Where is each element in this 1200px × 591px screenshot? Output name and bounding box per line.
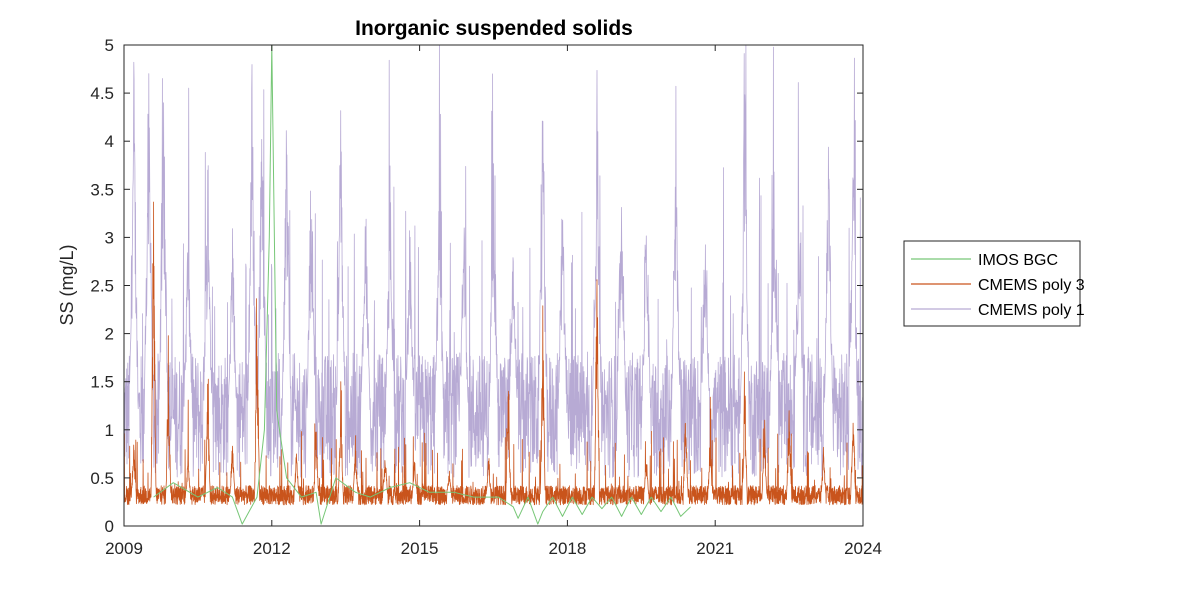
legend-label-cmems-poly-1: CMEMS poly 1 (978, 302, 1085, 319)
x-tick-label: 2024 (844, 539, 882, 558)
y-tick-label: 3.5 (90, 180, 114, 199)
ticks-layer: 0 0.5 1 1.5 2 2.5 3 3.5 4 4.5 5 2009 2012 2015 2018 202… (90, 36, 882, 558)
x-tick-label: 2012 (253, 539, 291, 558)
series-line-cmems-poly-1 (123, 44, 864, 479)
y-tick-label: 4.5 (90, 84, 114, 103)
y-tick-label: 2 (105, 325, 114, 344)
y-tick-label: 3 (105, 228, 114, 247)
y-tick-label: 1.5 (90, 373, 114, 392)
legend-label-cmems-poly-3: CMEMS poly 3 (978, 277, 1085, 294)
series-layer (123, 44, 864, 525)
y-tick-label: 4 (105, 132, 114, 151)
x-tick-label: 2009 (105, 539, 143, 558)
y-tick-label: 1 (105, 421, 114, 440)
y-tick-label: 0 (105, 517, 114, 536)
y-tick-label: 5 (105, 36, 114, 55)
chart-title: Inorganic suspended solids (355, 17, 633, 40)
series-line-imos-bgc (153, 44, 691, 525)
legend-label-imos-bgc: IMOS BGC (978, 252, 1058, 269)
x-tick-label: 2021 (696, 539, 734, 558)
x-tick-label: 2018 (548, 539, 586, 558)
y-tick-label: 0.5 (90, 469, 114, 488)
y-tick-label: 2.5 (90, 277, 114, 296)
x-tick-label: 2015 (401, 539, 439, 558)
series-line-cmems-poly-3 (123, 201, 864, 506)
legend: IMOS BGC CMEMS poly 3 CMEMS poly 1 (903, 240, 1085, 327)
y-axis-label: SS (mg/L) (57, 244, 77, 325)
